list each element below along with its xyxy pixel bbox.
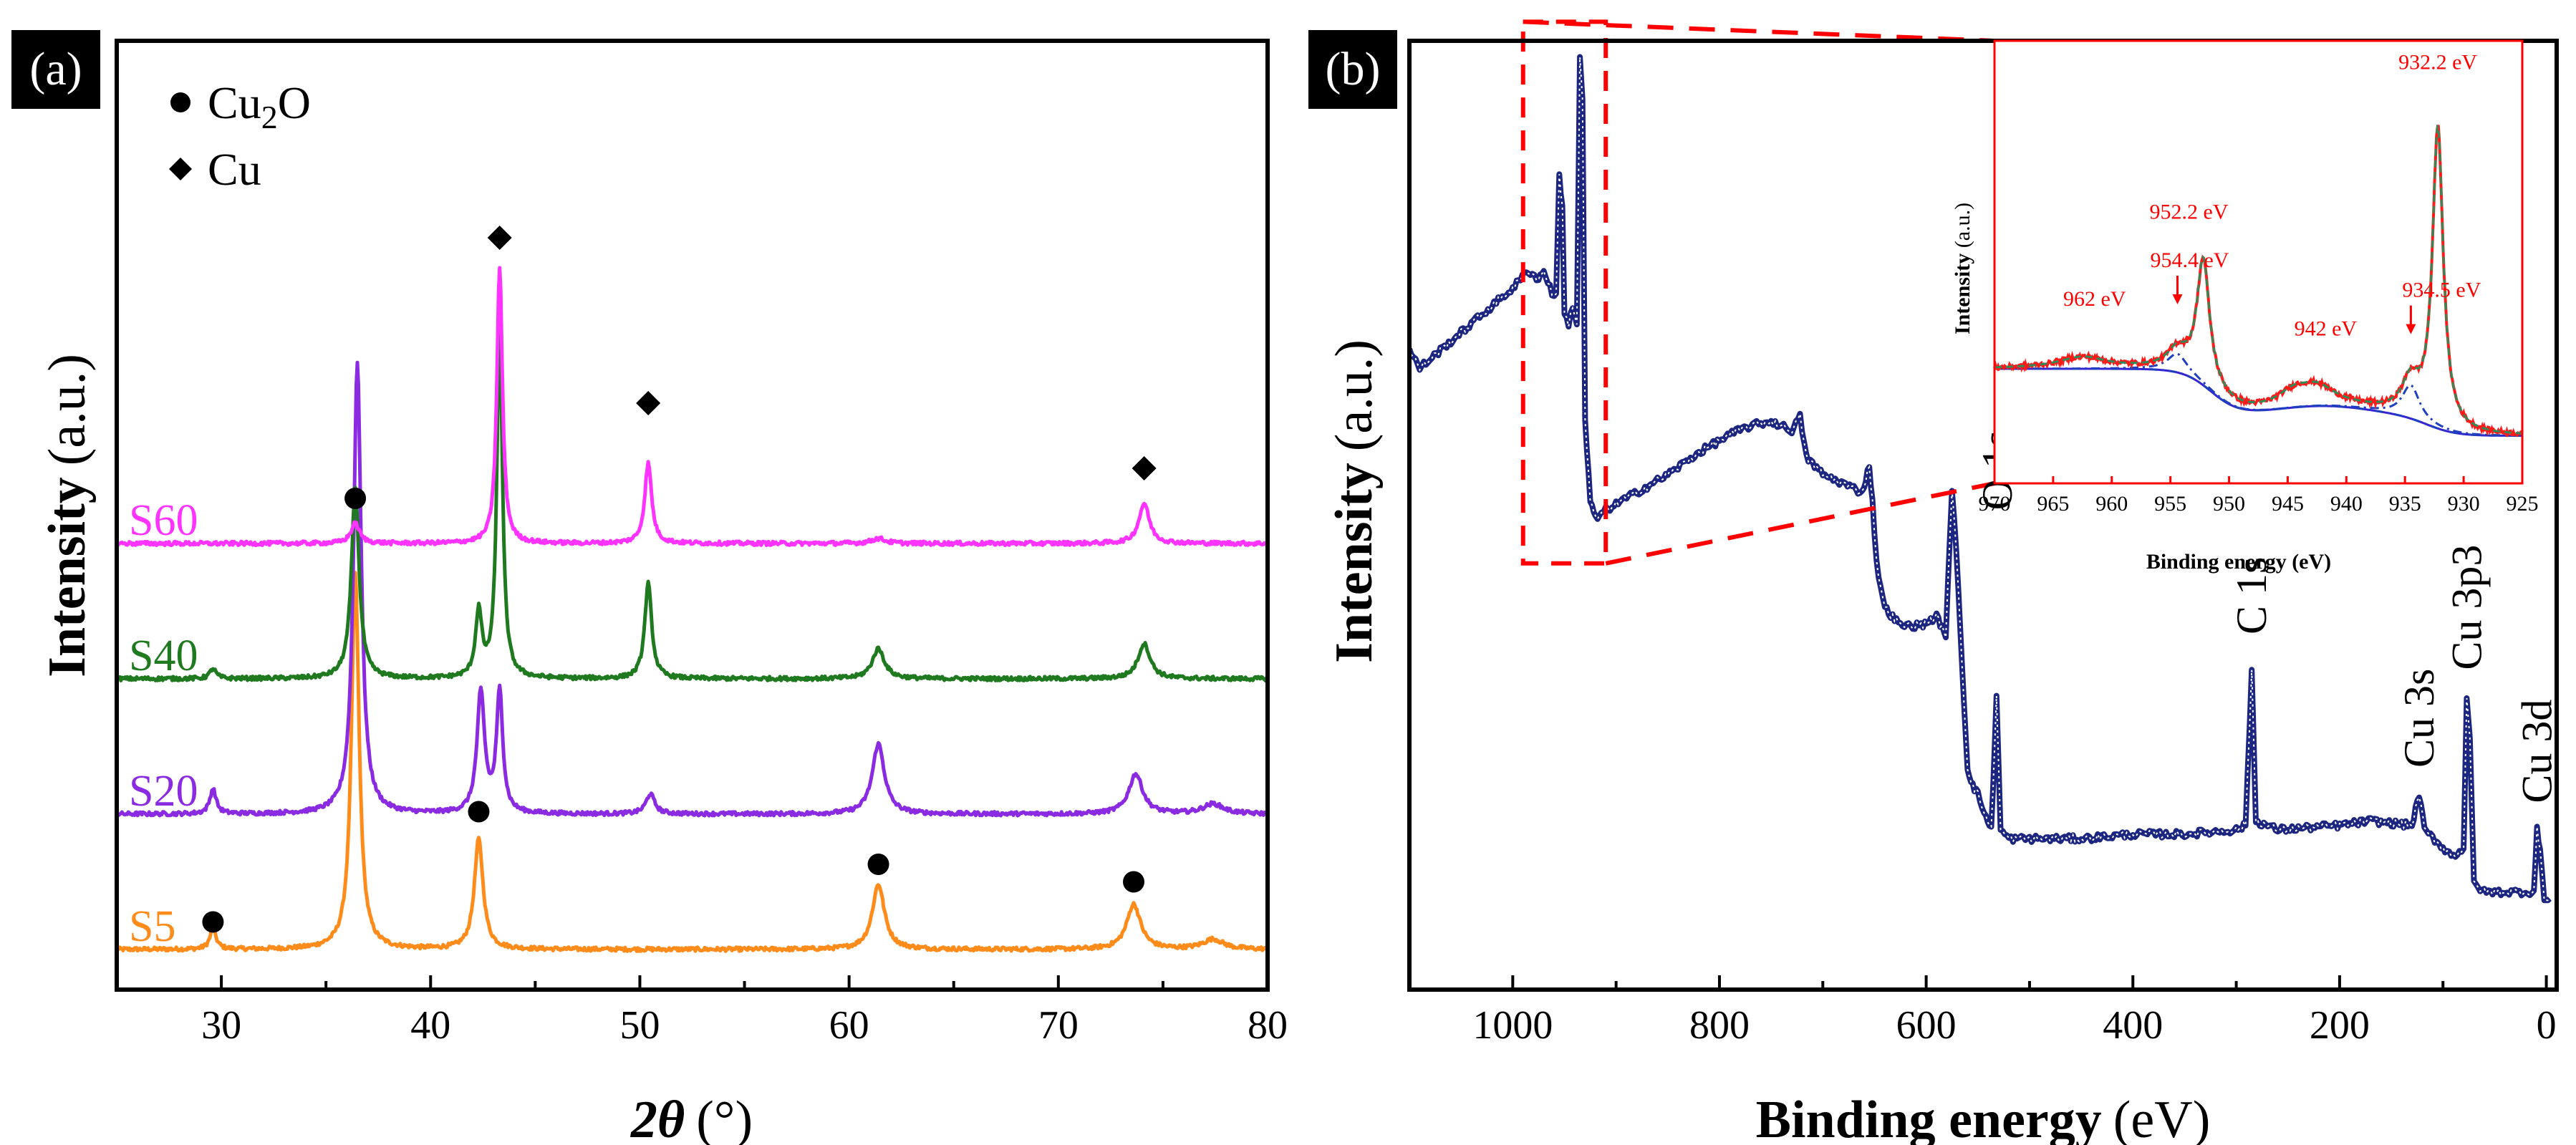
- zoom-box: [1520, 19, 1608, 566]
- panel-a-frame: [115, 39, 1270, 992]
- panel-b-x-axis-label: Binding energy (eV): [1756, 1091, 2211, 1145]
- panel-a-series-lines: [117, 266, 1268, 953]
- x-tick-label: 200: [2310, 1003, 2370, 1048]
- x-tick-label: 50: [619, 1003, 660, 1048]
- panel-a-x-axis: 30 40 50 60 70 80: [115, 975, 1288, 1048]
- series-line-s5: [117, 571, 1268, 953]
- panel-b-y-axis-label: Intensity(a.u.): [1325, 339, 1384, 663]
- inset-x-tick-label: 950: [2213, 492, 2245, 516]
- series-line-s60: [117, 266, 1268, 548]
- inset-x-axis: 970 965 960 955 950 945 940 935 930 925: [1979, 476, 2539, 516]
- x-tick-label: 60: [829, 1003, 869, 1048]
- x-tick-label: 40: [410, 1003, 450, 1048]
- x-tick-label: 80: [1248, 1003, 1288, 1048]
- panel-b-label: (b): [1326, 43, 1381, 95]
- x-tick-label: 70: [1038, 1003, 1079, 1048]
- cu2o-peak-marker: [468, 801, 490, 823]
- panel-a-phase-markers: [202, 226, 1157, 933]
- peak-label: Cu 3p3: [2443, 545, 2490, 670]
- inset-annotation-arrowhead: [2172, 294, 2183, 304]
- panel-b-survey-spectrum: [1409, 54, 2552, 904]
- survey-line-marker-texture: [1409, 57, 2550, 902]
- cu-peak-marker: [636, 391, 661, 415]
- inset-x-tick-label: 940: [2330, 492, 2363, 516]
- panel-a-x-axis-label: 2θ (°): [630, 1091, 753, 1145]
- legend-circle-marker: [170, 92, 190, 112]
- panel-b-zoom-indicator: [1520, 19, 1995, 566]
- panel-b-frame: [1407, 39, 2559, 992]
- panel-b-label-box: [1308, 30, 1397, 109]
- panel-a-label-box: [11, 30, 100, 109]
- panel-a-y-axis-label: Intensity(a.u.): [38, 354, 97, 677]
- inset-x-tick-label: 965: [2037, 492, 2069, 516]
- panel-a-legend: Cu2O Cu: [169, 77, 311, 195]
- x-tick-label: 0: [2537, 1003, 2557, 1048]
- inset-x-tick-label: 970: [1979, 492, 2011, 516]
- panel-b-x-axis: 1000 800 600 400 200 0: [1408, 975, 2557, 1048]
- cu2o-peak-marker: [1123, 871, 1145, 893]
- inset-annotations: 932.2 eV 952.2 eV 954.4 eV 962 eV 942 eV 934.…: [2063, 51, 2481, 341]
- zoom-connector-bottom: [1605, 481, 1995, 566]
- x-tick-label: 600: [1896, 1003, 1957, 1048]
- peak-label: C 1s: [2228, 557, 2275, 634]
- inset-peak-annotation: 934.5 eV: [2402, 279, 2481, 302]
- inset-x-tick-label: 930: [2448, 492, 2480, 516]
- inset-x-tick-label: 935: [2389, 492, 2421, 516]
- inset-peak-annotation: 962 eV: [2063, 287, 2126, 311]
- series-label-s20: S20: [129, 767, 198, 816]
- inset-x-tick-label: 960: [2095, 492, 2128, 516]
- inset-peak-annotation: 942 eV: [2295, 317, 2358, 341]
- series-label-s60: S60: [129, 496, 198, 545]
- inset-x-tick-label: 955: [2154, 492, 2186, 516]
- zoom-connector-top: [1523, 19, 1995, 43]
- panel-a-series-labels: S5 S20 S40 S60: [129, 496, 198, 951]
- cu2o-peak-marker: [867, 854, 889, 875]
- legend-cu2o-label: Cu2O: [208, 77, 311, 135]
- inset-y-axis-label: Intensity (a.u.): [1951, 203, 1974, 334]
- panel-b-inset: 932.2 eV 952.2 eV 954.4 eV 962 eV 942 eV 934.…: [1951, 39, 2539, 574]
- cu-peak-marker: [1132, 456, 1157, 480]
- inset-x-axis-label: Binding energy (eV): [2146, 550, 2331, 574]
- inset-x-tick-label: 945: [2272, 492, 2304, 516]
- panel-a-label: (a): [29, 43, 82, 95]
- x-tick-label: 30: [201, 1003, 241, 1048]
- inset-peak-annotation: 952.2 eV: [2150, 200, 2229, 223]
- inset-satellite-component-954: [1994, 352, 2522, 437]
- inset-x-tick-label: 925: [2507, 492, 2539, 516]
- cu2o-peak-marker: [202, 911, 224, 933]
- inset-peak-annotation: 932.2 eV: [2398, 51, 2477, 74]
- peak-label: Cu 3d: [2514, 700, 2561, 803]
- inset-satellite-component-934: [1994, 367, 2522, 437]
- series-label-s40: S40: [129, 632, 198, 680]
- inset-annotation-arrowhead: [2406, 324, 2416, 334]
- inset-spectra: [1993, 125, 2523, 438]
- x-tick-label: 400: [2103, 1003, 2163, 1048]
- inset-peak-annotation: 954.4 eV: [2150, 248, 2229, 272]
- series-line-s40: [117, 324, 1268, 683]
- cu2o-peak-marker: [344, 488, 367, 509]
- legend-cu-label: Cu: [208, 144, 261, 195]
- cu-peak-marker: [487, 226, 512, 250]
- inset-frame: [1993, 39, 2524, 485]
- x-tick-label: 800: [1689, 1003, 1750, 1048]
- x-tick-label: 1000: [1472, 1003, 1553, 1048]
- panel-a: S5 S20 S40 S60 30 40 50 60 70 80 (a) Cu2O Cu Int…: [11, 30, 1288, 1145]
- series-line-s20: [117, 360, 1268, 818]
- inset-measured-data: [1993, 125, 2523, 438]
- legend-diamond-marker: [169, 158, 192, 180]
- peak-label: Cu 3s: [2396, 669, 2443, 768]
- series-label-s5: S5: [129, 902, 175, 951]
